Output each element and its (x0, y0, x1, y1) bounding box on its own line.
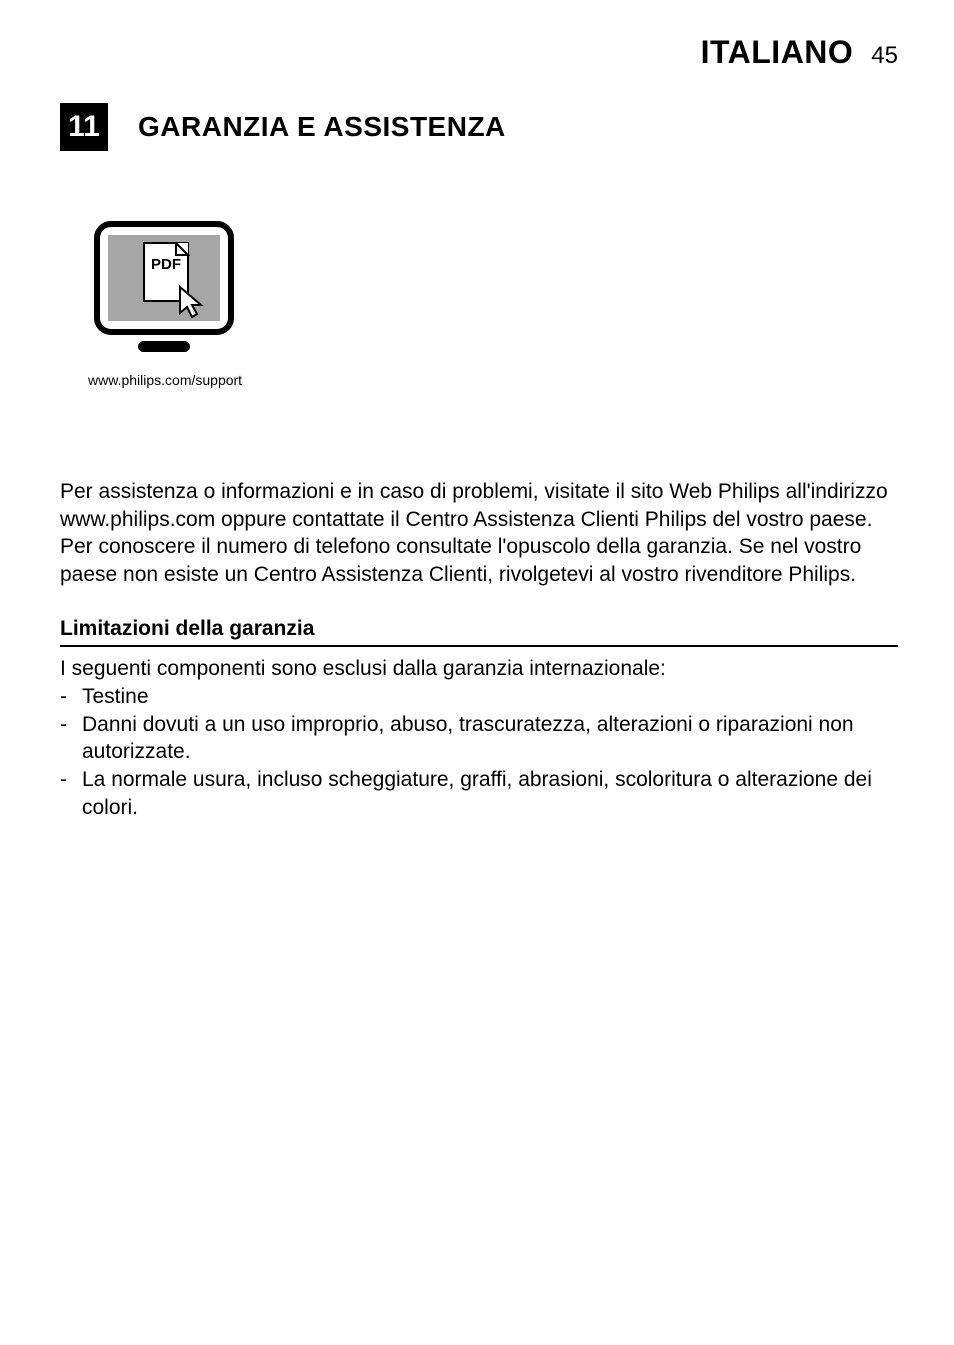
language-label: ITALIANO (701, 34, 854, 71)
list-item: -La normale usura, incluso scheggiature,… (60, 766, 898, 821)
list-intro: I seguenti componenti sono esclusi dalla… (60, 657, 898, 681)
page-header: ITALIANO 45 (60, 34, 898, 71)
section-title: GARANZIA E ASSISTENZA (138, 111, 506, 143)
list-item: -Testine (60, 683, 898, 711)
list-item-text: La normale usura, incluso scheggiature, … (82, 766, 898, 821)
section-number-box: 11 (60, 103, 108, 151)
support-figure: PDF www.philips.com/support (94, 221, 898, 388)
subsection-divider (60, 645, 898, 647)
list-item-text: Danni dovuti a un uso improprio, abuso, … (82, 711, 898, 766)
list-item: -Danni dovuti a un uso improprio, abuso,… (60, 711, 898, 766)
document-page: ITALIANO 45 11 GARANZIA E ASSISTENZA PDF (0, 0, 954, 821)
list-item-text: Testine (82, 683, 898, 711)
page-number: 45 (871, 42, 898, 70)
pdf-monitor-icon: PDF (94, 221, 234, 361)
subsection-heading: Limitazioni della garanzia (60, 617, 898, 641)
warranty-exclusion-list: -Testine -Danni dovuti a un uso impropri… (60, 683, 898, 822)
section-number: 11 (68, 110, 100, 144)
pdf-label: PDF (151, 256, 181, 273)
body-paragraph: Per assistenza o informazioni e in caso … (60, 478, 898, 589)
figure-caption: www.philips.com/support (88, 372, 238, 388)
section-header: 11 GARANZIA E ASSISTENZA (60, 103, 898, 151)
